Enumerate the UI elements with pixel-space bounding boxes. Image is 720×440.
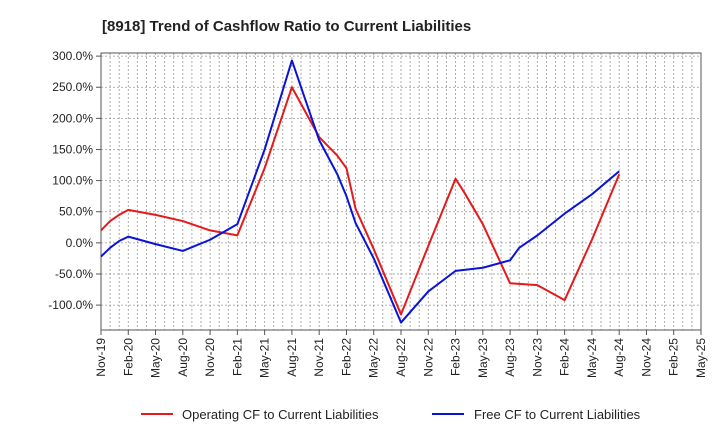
x-tick-label: Feb-23 xyxy=(449,338,463,376)
x-tick-label: May-23 xyxy=(476,338,490,378)
series-0-point xyxy=(126,208,130,212)
series-0-point xyxy=(208,228,212,232)
legend: Operating CF to Current Liabilities Free… xyxy=(141,407,641,422)
x-tick-label: Nov-23 xyxy=(530,338,544,377)
series-0-point xyxy=(154,213,158,217)
series-1-point xyxy=(181,249,185,253)
series-0-point xyxy=(181,219,185,223)
x-tick-label: Nov-21 xyxy=(312,338,326,377)
series-1-point xyxy=(154,242,158,246)
series-0-point xyxy=(454,177,458,181)
series-1-point xyxy=(208,238,212,242)
series-1-point xyxy=(108,246,112,250)
x-tick-label: Feb-25 xyxy=(667,338,681,376)
series-0-point xyxy=(535,283,539,287)
series-1-point xyxy=(563,212,567,216)
y-tick-label: 150.0% xyxy=(52,142,93,156)
series-0-point xyxy=(463,191,467,195)
chart-title: [8918] Trend of Cashflow Ratio to Curren… xyxy=(102,18,471,35)
y-tick-label: -50.0% xyxy=(55,267,93,281)
series-0-point xyxy=(590,238,594,242)
x-tick-label: May-20 xyxy=(149,338,163,378)
x-tick-label: Nov-20 xyxy=(203,338,217,377)
x-tick-label: Feb-24 xyxy=(558,338,572,376)
x-tick-label: Aug-21 xyxy=(285,338,299,377)
series-1-point xyxy=(517,246,521,250)
series-1-point xyxy=(117,239,121,243)
series-1-point xyxy=(535,233,539,237)
series-1-point xyxy=(590,192,594,196)
x-tick-label: May-25 xyxy=(694,338,708,378)
series-0-point xyxy=(399,312,403,316)
series-0-point xyxy=(354,207,358,211)
series-1-point xyxy=(290,58,294,62)
series-1-point xyxy=(354,221,358,225)
x-tick-label: Feb-22 xyxy=(339,338,353,376)
series-0-point xyxy=(235,233,239,237)
y-tick-label: 100.0% xyxy=(52,174,93,188)
series-1-point xyxy=(454,269,458,273)
x-tick-label: May-22 xyxy=(367,338,381,378)
series-1-point xyxy=(508,258,512,262)
y-tick-label: 250.0% xyxy=(52,80,93,94)
series-1-point xyxy=(344,194,348,198)
series-0-point xyxy=(117,213,121,217)
x-tick-label: Aug-23 xyxy=(503,338,517,377)
series-0-point xyxy=(344,166,348,170)
y-tick-label: 50.0% xyxy=(59,205,93,219)
series-0-point xyxy=(263,166,267,170)
series-line-0 xyxy=(100,86,621,316)
x-tick-label: Nov-22 xyxy=(421,338,435,377)
x-tick-label: Nov-24 xyxy=(639,338,653,377)
y-tick-label: 0.0% xyxy=(66,236,94,250)
series-0-point xyxy=(290,85,294,89)
x-tick-label: May-24 xyxy=(585,338,599,378)
series-1-point xyxy=(263,147,267,151)
series-1-point xyxy=(617,169,621,173)
y-tick-label: -100.0% xyxy=(48,298,93,312)
series-0-point xyxy=(481,222,485,226)
series-1-point xyxy=(99,255,103,259)
x-tick-label: Aug-22 xyxy=(394,338,408,377)
series-1-point xyxy=(426,289,430,293)
x-tick-label: Feb-20 xyxy=(121,338,135,376)
y-tick-label: 300.0% xyxy=(52,49,93,63)
series-0-point xyxy=(108,219,112,223)
legend-free-cf-label: Free CF to Current Liabilities xyxy=(474,407,641,422)
x-tick-label: Aug-20 xyxy=(176,338,190,377)
series-1-point xyxy=(399,321,403,325)
series-0-point xyxy=(426,244,430,248)
x-tick-label: Nov-19 xyxy=(94,338,108,377)
series-1-point xyxy=(481,266,485,270)
series-1-point xyxy=(372,256,376,260)
series-1-point xyxy=(126,235,130,239)
series-1-point xyxy=(317,138,321,142)
series-line-1 xyxy=(100,59,620,324)
series-layer xyxy=(99,58,621,325)
x-tick-label: Feb-21 xyxy=(230,338,244,376)
legend-operating-cf-label: Operating CF to Current Liabilities xyxy=(182,407,379,422)
y-axis: 300.0% 250.0% 200.0% 150.0% 100.0% 50.0% 0.0% -… xyxy=(48,49,101,312)
x-tick-label: May-21 xyxy=(258,338,272,378)
series-1-point xyxy=(235,222,239,226)
series-0-point xyxy=(372,247,376,251)
x-tick-label: Aug-24 xyxy=(612,338,626,377)
x-axis: Nov-19 Feb-20 May-20 Aug-20 Nov-20 Feb-21 May-… xyxy=(94,330,708,378)
y-tick-label: 200.0% xyxy=(52,111,93,125)
series-0-point xyxy=(563,298,567,302)
series-0-point xyxy=(508,281,512,285)
series-0-point xyxy=(99,228,103,232)
series-0-point xyxy=(335,154,339,158)
series-1-point xyxy=(335,172,339,176)
